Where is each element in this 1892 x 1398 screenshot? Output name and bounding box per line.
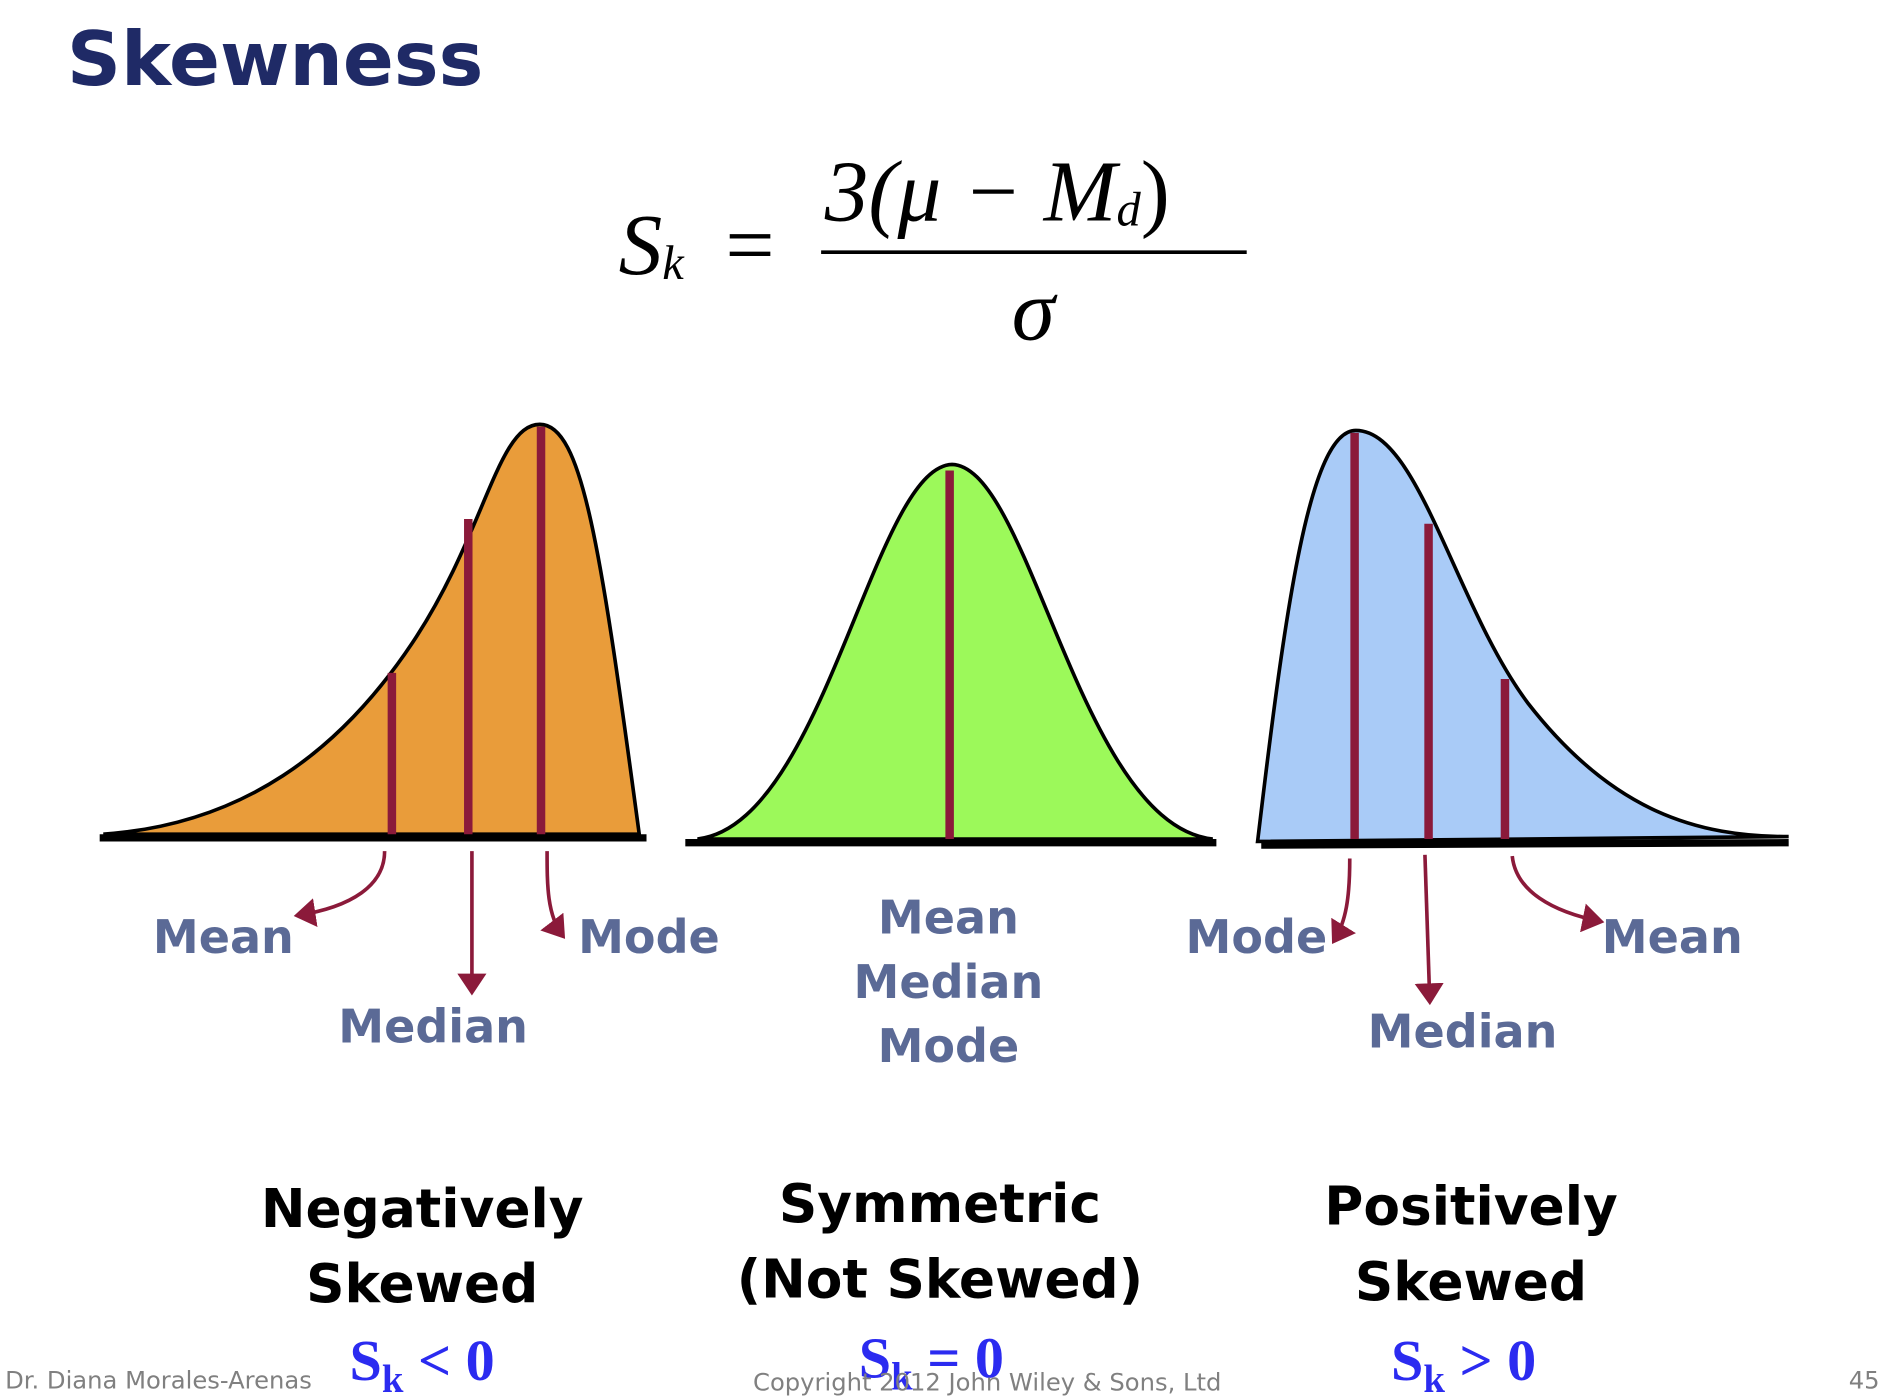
arrow (1510, 855, 1605, 933)
slide-title: Skewness (67, 15, 483, 103)
curve (103, 422, 642, 837)
symmetric-panel: Mean Median Mode Symmetric (Not Skewed) … (685, 462, 1217, 1398)
condition: Sk > 0 (1391, 1328, 1536, 1398)
formula-lhs: Sk (619, 196, 686, 293)
baseline (1261, 839, 1789, 849)
label: Median (338, 1000, 528, 1054)
footer-author: Dr. Diana Morales-Arenas (5, 1365, 312, 1394)
label: Median (1368, 1005, 1558, 1059)
condition: Sk = 0 (859, 1325, 1004, 1398)
label: Mean (878, 891, 1019, 945)
negative-panel: Mean Median Mode Negatively Skewed Sk < … (99, 422, 720, 1398)
caption: Symmetric (779, 1172, 1101, 1235)
caption: Skewed (1355, 1250, 1587, 1313)
label: Median (854, 955, 1044, 1009)
positive-panel: Mode Median Mean Positively Skewed Sk > … (1186, 428, 1789, 1398)
label: Mean (1602, 910, 1743, 964)
formula-denominator: σ (1012, 261, 1058, 358)
footer-copyright: Copyright 2012 John Wiley & Sons, Ltd (753, 1368, 1221, 1397)
formula-equals: = (725, 196, 774, 293)
curve (1255, 428, 1789, 844)
arrow (540, 851, 566, 939)
label: Mode (578, 910, 720, 964)
arrow (1331, 858, 1356, 944)
arrow (1414, 854, 1444, 1006)
page-number: 45 (1849, 1365, 1880, 1394)
caption: Positively (1324, 1175, 1618, 1238)
label: Mode (1186, 910, 1328, 964)
curve (697, 462, 1213, 841)
caption: Skewed (306, 1252, 538, 1315)
caption: (Not Skewed) (737, 1247, 1143, 1310)
label: Mode (878, 1019, 1020, 1073)
formula: Sk = 3(μ − Md) σ (619, 143, 1247, 358)
caption: Negatively (261, 1177, 584, 1240)
condition: Sk < 0 (349, 1328, 494, 1398)
arrow (293, 851, 387, 928)
label: Mean (153, 910, 294, 964)
formula-numerator: 3(μ − Md) (824, 143, 1170, 240)
